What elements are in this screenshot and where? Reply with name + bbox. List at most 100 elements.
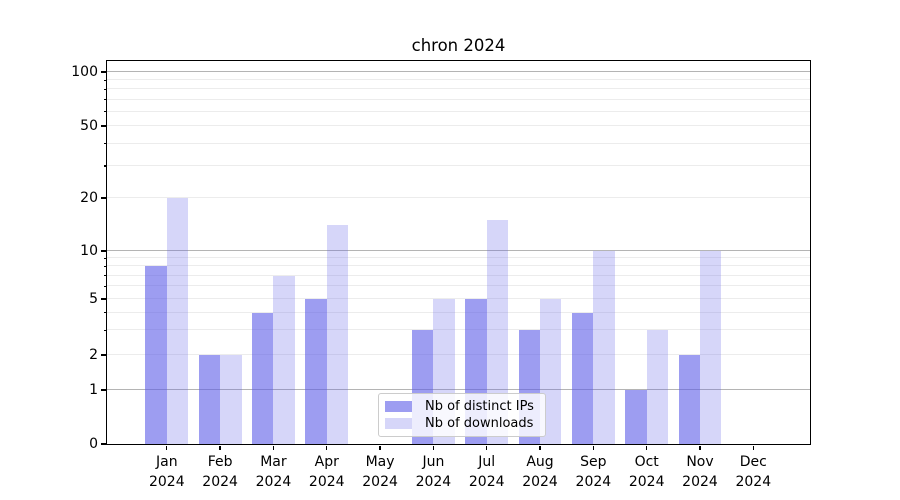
bar-downloads-sep (593, 251, 615, 444)
x-tick-mark-mar (272, 445, 275, 450)
bar-downloads-jan (166, 198, 189, 444)
x-label-month: Sep (580, 454, 607, 470)
x-tick-mark-dec (752, 445, 754, 450)
y-tick-mark-100 (101, 71, 107, 73)
gridline-minor-8 (107, 265, 810, 267)
x-tick-mark-aug (539, 445, 541, 450)
x-label-year: 2024 (628, 474, 665, 490)
x-label-year: 2024 (308, 474, 345, 490)
y-minor-tick-mark-30 (103, 165, 107, 167)
x-axis-tick-label-apr: Apr 2024 (295, 452, 359, 492)
y-axis-tick-label-2: 2 (89, 347, 98, 363)
legend-swatch-distinct-ips (385, 401, 412, 412)
x-axis-tick-label-oct: Oct 2024 (615, 452, 679, 492)
y-axis-tick-label-50: 50 (80, 118, 98, 134)
bar-distinct-ips-sep (571, 312, 594, 444)
x-label-year: 2024 (575, 474, 612, 490)
gridline-minor-3 (107, 329, 810, 331)
x-label-month: Aug (526, 454, 554, 470)
x-label-year: 2024 (202, 474, 238, 490)
x-tick-mark-nov (699, 445, 701, 450)
bar-downloads-feb (220, 355, 242, 444)
legend-item-downloads: Nb of downloads (385, 415, 537, 432)
chart-title: chron 2024 (411, 36, 506, 55)
gridline-minor-4 (107, 311, 810, 313)
x-axis-tick-label-may: May 2024 (348, 452, 412, 492)
y-minor-tick-mark-90 (103, 79, 107, 81)
x-axis-tick-label-mar: Mar 2024 (241, 452, 305, 492)
legend-label-downloads: Nb of downloads (425, 416, 534, 431)
y-minor-tick-mark-60 (103, 111, 107, 113)
x-tick-mark-oct (646, 445, 648, 450)
y-minor-tick-mark-8 (103, 265, 107, 268)
x-axis-tick-label-aug: Aug 2024 (508, 452, 572, 492)
bar-distinct-ips-nov (678, 355, 700, 444)
y-tick-mark-0 (101, 443, 107, 445)
x-axis-tick-label-jun: Jun 2024 (401, 452, 465, 492)
y-tick-mark-1 (101, 389, 107, 391)
y-axis-tick-label-5: 5 (89, 291, 98, 307)
bar-downloads-mar (273, 275, 295, 444)
bar-distinct-ips-jan (145, 266, 167, 444)
x-label-year: 2024 (468, 474, 505, 490)
y-tick-mark-20 (101, 197, 107, 199)
y-tick-mark-2 (101, 354, 107, 356)
gridline-major-10 (107, 250, 810, 251)
y-minor-tick-mark-6 (103, 285, 107, 288)
x-label-month: Mar (260, 454, 287, 470)
x-tick-mark-jun (432, 445, 435, 450)
x-label-month: Nov (686, 454, 714, 470)
x-tick-mark-jul (486, 445, 488, 450)
x-label-year: 2024 (735, 474, 772, 490)
bar-distinct-ips-oct (625, 390, 647, 444)
x-tick-mark-apr (326, 445, 328, 450)
x-axis-tick-label-jan: Jan 2024 (135, 452, 199, 492)
y-tick-mark-5 (101, 298, 107, 300)
legend-label-distinct-ips: Nb of distinct IPs (425, 399, 534, 414)
gridline-major-100 (107, 71, 810, 72)
bar-distinct-ips-feb (198, 355, 221, 444)
y-minor-tick-mark-3 (103, 329, 107, 331)
x-axis-tick-label-jul: Jul 2024 (455, 452, 519, 492)
gridline-minor-6 (107, 285, 810, 287)
gridline-minor-40 (107, 142, 810, 144)
y-axis-tick-label-10: 10 (80, 243, 98, 259)
bar-downloads-oct (646, 330, 669, 444)
gridline-minor-80 (107, 88, 810, 90)
x-axis-tick-label-dec: Dec 2024 (721, 452, 785, 492)
x-axis-tick-label-sep: Sep 2024 (561, 452, 625, 492)
y-minor-tick-mark-4 (103, 311, 107, 314)
x-label-month: Feb (207, 454, 233, 470)
y-minor-tick-mark-80 (103, 88, 107, 91)
legend-swatch-downloads (385, 418, 412, 429)
x-label-year: 2024 (682, 474, 718, 490)
y-axis-tick-label-100: 100 (71, 64, 98, 80)
bar-distinct-ips-mar (252, 312, 274, 444)
x-label-month: Oct (634, 454, 659, 470)
gridline-minor-7 (107, 274, 810, 276)
x-label-year: 2024 (148, 474, 185, 490)
x-label-year: 2024 (255, 474, 292, 490)
plot-area (107, 61, 810, 444)
x-label-month: Dec (739, 454, 767, 470)
x-label-year: 2024 (415, 474, 452, 490)
bar-downloads-apr (326, 225, 349, 444)
gridline-major-1 (107, 389, 810, 390)
gridline-minor-20 (107, 197, 810, 198)
x-axis-tick-label-feb: Feb 2024 (188, 452, 252, 492)
x-tick-mark-feb (219, 445, 221, 450)
x-axis-tick-label-nov: Nov 2024 (668, 452, 732, 492)
gridline-minor-90 (107, 79, 810, 81)
bar-distinct-ips-apr (305, 299, 327, 444)
y-minor-tick-mark-70 (103, 99, 107, 101)
x-label-month: Jun (422, 454, 445, 470)
gridline-minor-60 (107, 110, 810, 112)
y-axis-tick-label-0: 0 (89, 436, 98, 452)
gridline-minor-50 (107, 125, 810, 126)
x-tick-mark-jan (166, 445, 168, 450)
gridline-minor-2 (107, 354, 810, 355)
y-axis-tick-label-1: 1 (89, 382, 98, 398)
x-label-month: Jul (478, 454, 496, 470)
x-tick-mark-sep (592, 445, 594, 450)
